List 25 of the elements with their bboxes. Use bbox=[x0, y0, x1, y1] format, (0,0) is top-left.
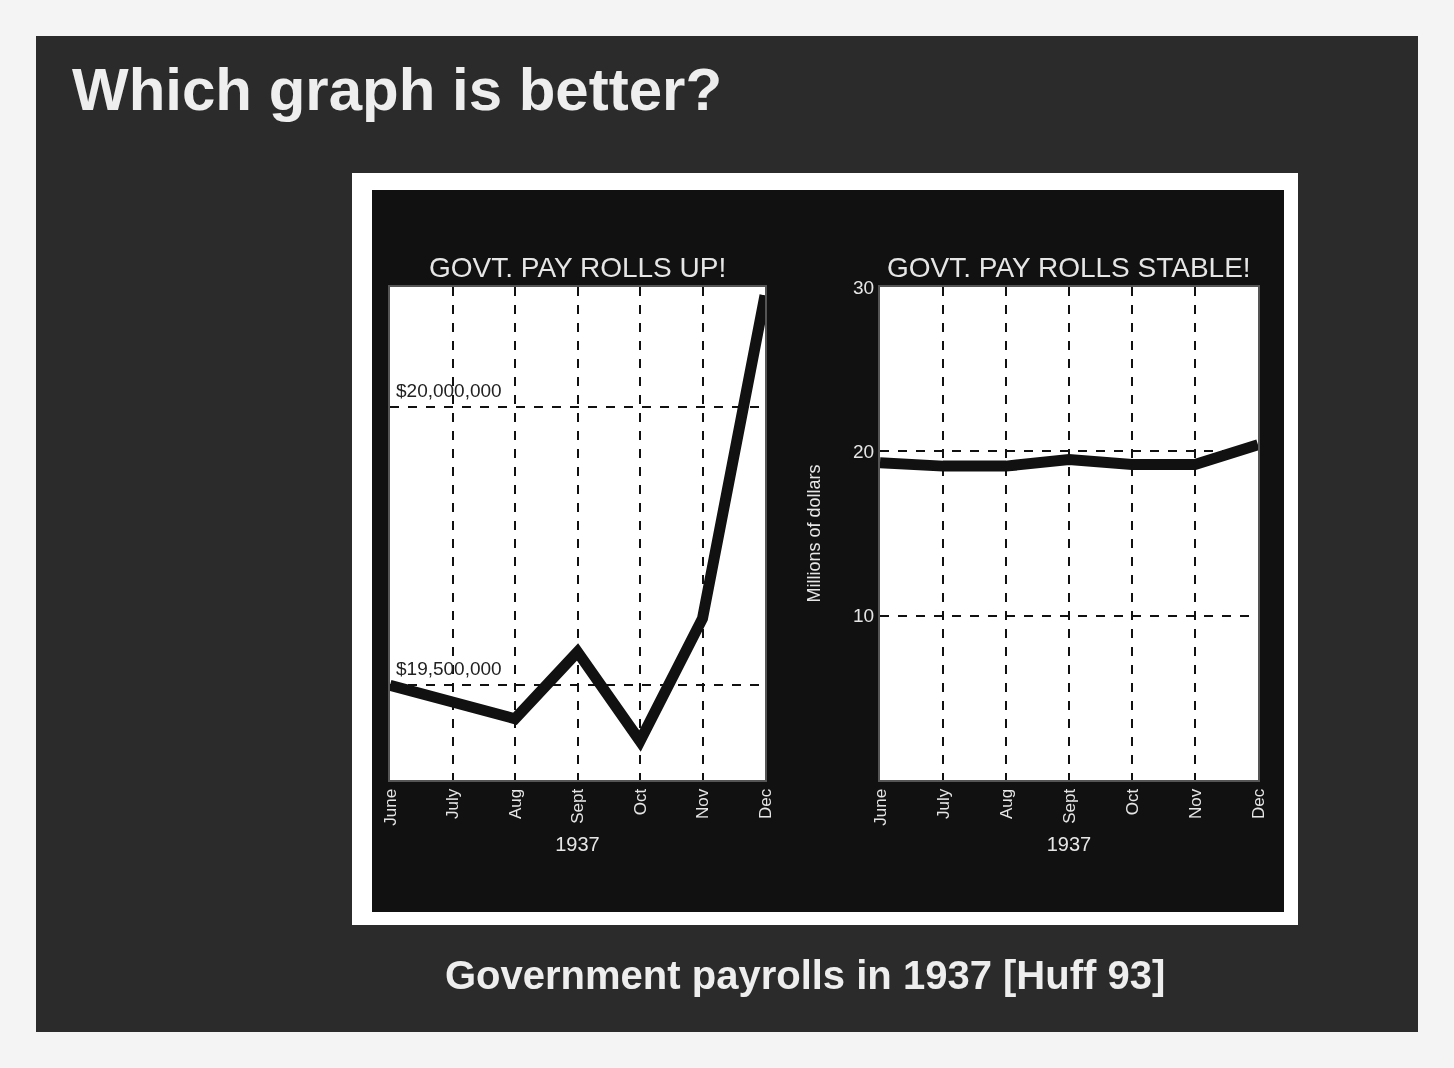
x-tick-label: Aug bbox=[505, 788, 525, 820]
x-tick-label: Dec bbox=[755, 788, 775, 820]
y-tick-label: 30 bbox=[853, 276, 875, 298]
x-tick-label: Oct bbox=[630, 788, 650, 816]
y-tick-label: 10 bbox=[853, 605, 875, 627]
x-tick-label: Oct bbox=[1122, 788, 1142, 816]
x-tick-label: June bbox=[870, 788, 890, 826]
x-tick-label: June bbox=[380, 788, 400, 826]
x-tick-label: Nov bbox=[1185, 788, 1205, 820]
x-tick-label: July bbox=[443, 788, 463, 820]
x-tick-label: Sept bbox=[1059, 788, 1079, 824]
y-axis-title: Millions of dollars bbox=[803, 464, 824, 603]
x-tick-label: July bbox=[933, 788, 953, 820]
text: Government payrolls in 1937 [Huff 93] bbox=[445, 953, 1166, 997]
x-tick-label: Nov bbox=[693, 788, 713, 820]
y-tick-label: $20,000,000 bbox=[396, 380, 502, 401]
x-axis-title: 1937 bbox=[1046, 832, 1092, 855]
x-axis-title: 1937 bbox=[555, 832, 600, 855]
text: Which graph is better? bbox=[72, 56, 723, 123]
x-tick-label: Dec bbox=[1248, 788, 1268, 820]
chart-title: GOVT. PAY ROLLS UP! bbox=[429, 252, 727, 283]
x-tick-label: Aug bbox=[996, 788, 1016, 820]
x-tick-label: Sept bbox=[568, 788, 588, 824]
chart-title: GOVT. PAY ROLLS STABLE! bbox=[887, 252, 1251, 283]
y-tick-label: 20 bbox=[853, 440, 875, 462]
